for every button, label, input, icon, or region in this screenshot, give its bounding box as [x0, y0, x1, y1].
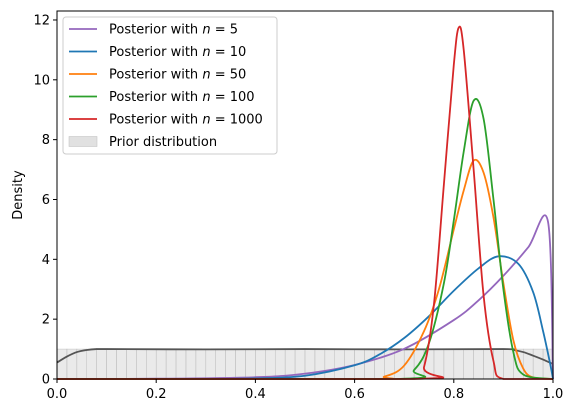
- prior-hist-bar: [532, 348, 544, 380]
- prior-hist-bar: [344, 348, 355, 380]
- prior-hist-bar: [265, 348, 276, 380]
- prior-hist-bar: [473, 348, 484, 380]
- prior-hist-bar: [96, 348, 107, 380]
- prior-hist-bar: [195, 348, 207, 380]
- series-line-n5: [56, 214, 554, 380]
- prior-hist-bar: [443, 348, 455, 380]
- legend-label-n50: Posterior with n = 50: [109, 68, 246, 83]
- prior-hist-bar: [205, 348, 216, 380]
- y-axis: 0 2 4 6 8 10 12: [33, 13, 57, 388]
- prior-hist-bar: [146, 348, 157, 380]
- prior-hist-bar: [215, 348, 226, 380]
- prior-hist-bar: [76, 348, 88, 380]
- prior-hist-bar: [116, 348, 127, 380]
- y-tick-label: 2: [42, 313, 50, 328]
- prior-hist-bar: [324, 348, 336, 380]
- prior-hist-bar: [165, 348, 177, 380]
- y-tick-label: 6: [42, 193, 50, 208]
- prior-hist-bar: [225, 348, 236, 380]
- prior-hist-bar: [86, 348, 97, 380]
- prior-hist-bar: [503, 348, 514, 380]
- legend-label-n1000: Posterior with n = 1000: [109, 113, 263, 128]
- plot-frame: [56, 10, 554, 380]
- x-tick-label: 1.0: [543, 387, 564, 402]
- prior-hist-bar: [245, 348, 256, 380]
- series-line-n100: [56, 98, 554, 380]
- series-line-n1000: [56, 25, 553, 380]
- prior-hist-bar: [106, 348, 117, 380]
- x-tick-label: 0.4: [245, 387, 266, 402]
- y-axis-label: Density: [11, 170, 26, 220]
- legend: Posterior with n = 5 Posterior with n = 1…: [62, 16, 278, 155]
- legend-label-n10: Posterior with n = 10: [109, 45, 246, 60]
- x-tick-label: 0.2: [146, 387, 167, 402]
- prior-hist-bar: [255, 348, 266, 380]
- legend-label-n100: Posterior with n = 100: [109, 90, 255, 105]
- prior-hist-bar: [394, 348, 405, 380]
- prior-hist-bar: [155, 348, 167, 380]
- prior-hist-bar: [433, 348, 445, 380]
- y-tick-label: 12: [33, 13, 50, 28]
- prior-hist-bar: [136, 348, 147, 380]
- x-axis: 0.0 0.2 0.4 0.6 0.8 1.0: [47, 379, 564, 402]
- y-tick-label: 8: [42, 133, 50, 148]
- prior-hist-bar: [453, 348, 464, 380]
- legend-label-n5: Posterior with n = 5: [109, 23, 238, 38]
- prior-hist-bar: [185, 348, 197, 380]
- legend-swatch-prior: [68, 136, 98, 147]
- x-tick-label: 0.8: [443, 387, 464, 402]
- x-tick-label: 0.6: [344, 387, 365, 402]
- y-tick-label: 0: [42, 373, 50, 388]
- legend-label-prior: Prior distribution: [109, 135, 217, 150]
- prior-hist-bar: [334, 348, 345, 380]
- prior-hist-bar: [463, 348, 474, 380]
- prior-hist-bar: [126, 348, 137, 380]
- prior-hist-bar: [56, 348, 68, 380]
- prior-hist-bar: [274, 348, 286, 380]
- prior-hist-bar: [235, 348, 246, 380]
- legend-frame: [62, 16, 278, 155]
- prior-kde-line: [56, 348, 554, 365]
- y-tick-label: 10: [33, 73, 50, 88]
- posterior-series: [56, 25, 554, 380]
- prior-hist-bar: [364, 348, 375, 380]
- prior-hist-bar: [175, 348, 187, 380]
- y-tick-label: 4: [42, 253, 50, 268]
- x-tick-label: 0.0: [47, 387, 68, 402]
